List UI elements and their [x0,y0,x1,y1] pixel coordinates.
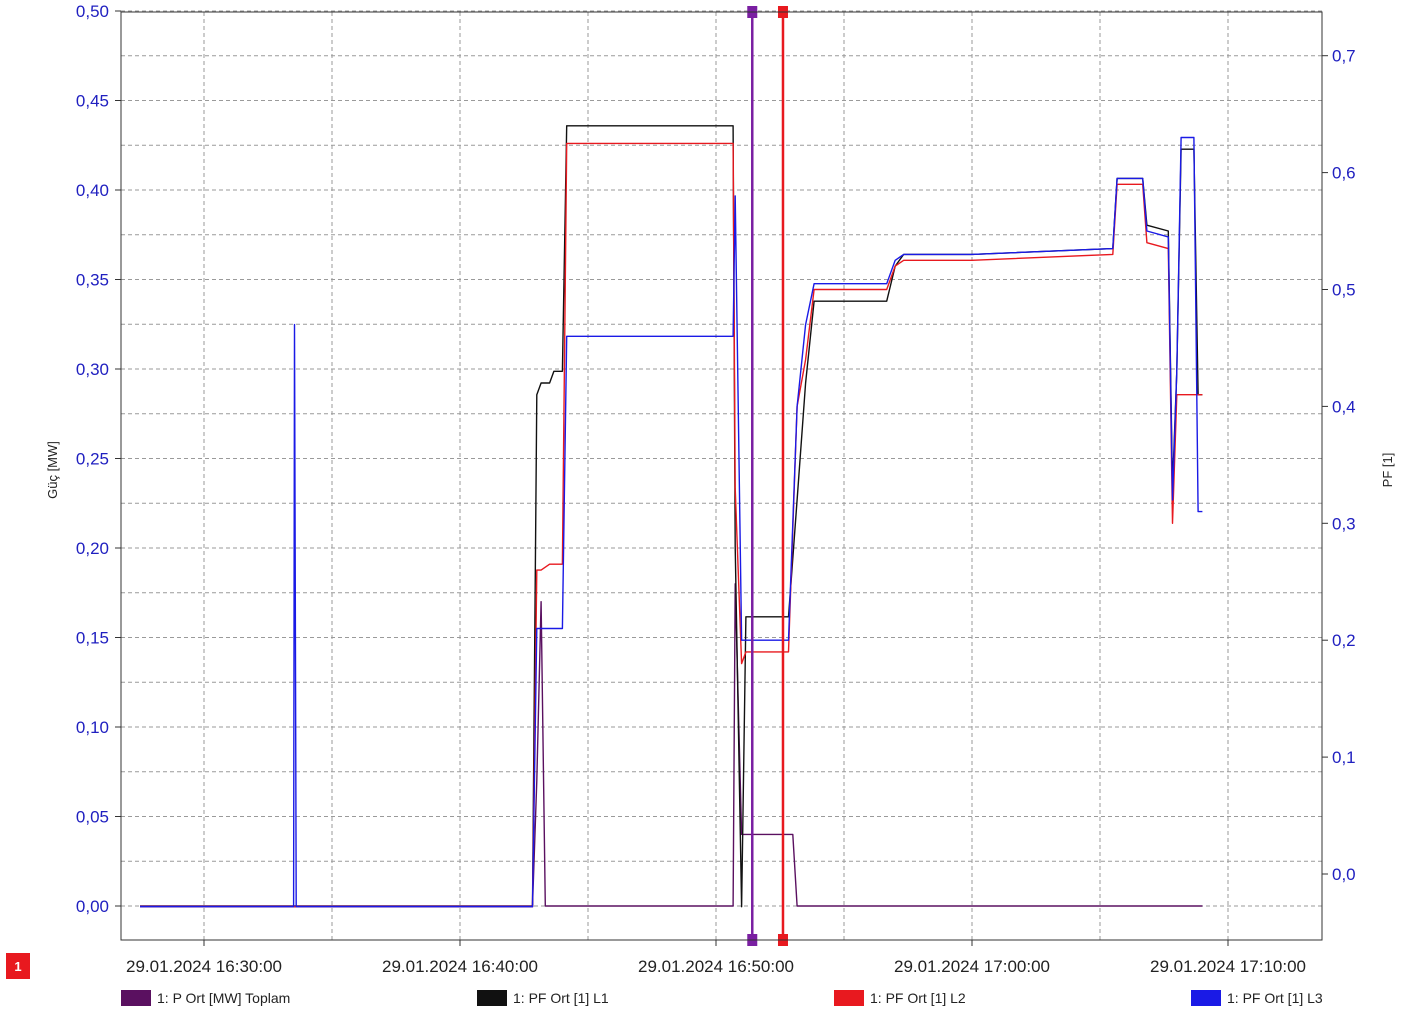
right-tick-label: 0,2 [1332,631,1356,650]
left-axis-title: Güç [MW] [45,441,60,499]
grid [121,10,1322,940]
legend: 1: P Ort [MW] Toplam 1: PF Ort [1] L1 1: P… [121,990,1323,1006]
right-tick-label: 0,6 [1332,164,1356,183]
left-tick-label: 0,30 [76,360,109,379]
right-axis-ticks: 0,0 0,1 0,2 0,3 0,4 0,5 0,6 0,7 [1322,47,1356,884]
series-line-3 [140,142,1203,908]
series-line-4 [140,136,1203,908]
x-tick-label: 29.01.2024 16:50:00 [638,957,794,976]
x-tick-label: 29.01.2024 16:40:00 [382,957,538,976]
right-tick-label: 0,4 [1332,397,1356,416]
legend-label-2: 1: PF Ort [1] L1 [513,990,609,1006]
right-tick-label: 0,0 [1332,865,1356,884]
legend-label-4: 1: PF Ort [1] L3 [1227,990,1323,1006]
legend-swatch-3 [834,990,864,1006]
left-tick-label: 0,00 [76,897,109,916]
legend-label-3: 1: PF Ort [1] L2 [870,990,966,1006]
plot-frame [120,11,1323,941]
left-tick-label: 0,05 [76,808,109,827]
left-tick-label: 0,20 [76,539,109,558]
legend-swatch-4 [1191,990,1221,1006]
legend-label-1: 1: P Ort [MW] Toplam [157,990,290,1006]
left-tick-label: 0,45 [76,92,109,111]
legend-swatch-1 [121,990,151,1006]
cursor-badge-label: 1 [14,959,21,974]
series-line-1 [140,583,1203,907]
right-axis-title: PF [1] [1380,453,1395,488]
x-tick-label: 29.01.2024 17:00:00 [894,957,1050,976]
cursor-badge-box[interactable] [6,953,30,979]
right-tick-label: 0,1 [1332,748,1356,767]
cursor-badge[interactable]: 1 [6,953,30,979]
right-tick-label: 0,3 [1332,514,1356,533]
left-tick-label: 0,25 [76,450,109,469]
legend-swatch-2 [477,990,507,1006]
series-group [140,125,1203,908]
left-tick-label: 0,15 [76,629,109,648]
right-tick-label: 0,5 [1332,281,1356,300]
x-tick-label: 29.01.2024 16:30:00 [126,957,282,976]
left-tick-label: 0,50 [76,2,109,21]
x-tick-label: 29.01.2024 17:10:00 [1150,957,1306,976]
left-tick-label: 0,35 [76,271,109,290]
x-axis-ticks: 29.01.2024 16:30:00 29.01.2024 16:40:00 29… [126,940,1306,976]
right-tick-label: 0,7 [1332,47,1356,66]
left-axis-ticks: 0,00 0,05 0,10 0,15 0,20 0,25 0,30 0,35 0,40 0,45… [76,2,121,916]
left-tick-label: 0,40 [76,181,109,200]
left-tick-label: 0,10 [76,718,109,737]
